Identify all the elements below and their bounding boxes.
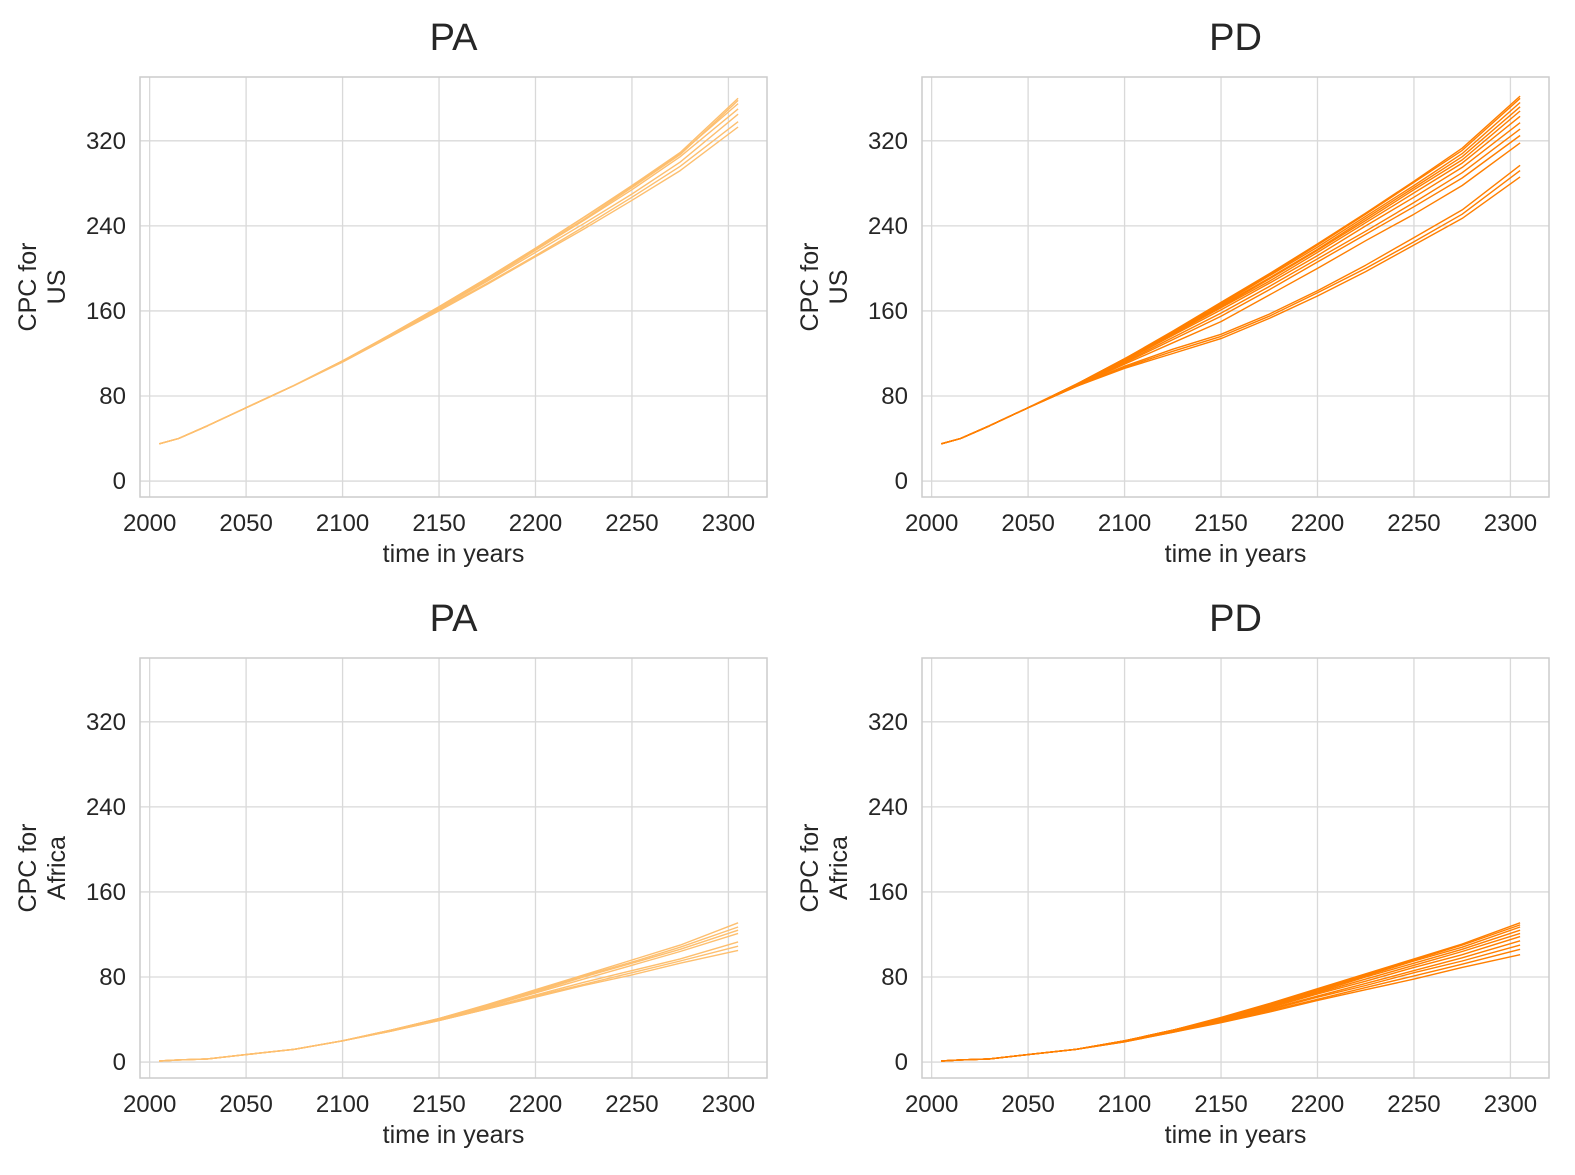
y-axis-label: CPC forAfrica: [14, 824, 71, 913]
series-line-7: [159, 949, 739, 1062]
plot-frame: [139, 76, 768, 498]
x-axis-label: time in years: [1165, 540, 1307, 568]
y-tick-label: 240: [868, 213, 908, 240]
y-tick-label: 240: [868, 794, 908, 821]
y-axis-label-line: Africa: [43, 836, 71, 900]
chart-panel-3: 2000 2050 2100 2150 2200 2250 2300 0 80 160 240 320…: [14, 598, 768, 1149]
y-axis-label-line: CPC for: [14, 824, 42, 913]
x-tick-label: 2250: [1387, 510, 1440, 537]
y-tick-label: 80: [99, 383, 126, 410]
x-tick-label: 2000: [123, 510, 176, 537]
y-axis-label: CPC forAfrica: [796, 824, 853, 913]
x-tick-label: 2300: [1484, 510, 1537, 537]
x-tick-label: 2150: [412, 510, 465, 537]
x-axis-label: time in years: [383, 1121, 525, 1149]
panel-title: PA: [430, 598, 479, 640]
chart-panel-4: 2000 2050 2100 2150 2200 2250 2300 0 80 160 240 320…: [796, 598, 1550, 1149]
x-tick-label: 2150: [1194, 1091, 1247, 1118]
y-tick-label: 0: [113, 1049, 126, 1076]
y-tick-label: 0: [895, 1049, 908, 1076]
x-tick-label: 2300: [702, 510, 755, 537]
y-tick-label: 320: [868, 709, 908, 736]
plot-frame: [921, 657, 1550, 1079]
x-tick-label: 2050: [1001, 1091, 1054, 1118]
panel-title: PA: [430, 17, 479, 59]
y-tick-label: 0: [895, 468, 908, 495]
y-tick-label: 320: [86, 128, 126, 155]
chart-panel-2: 2000 2050 2100 2150 2200 2250 2300 0 80 160 240 320…: [796, 17, 1550, 568]
panel-title: PD: [1209, 17, 1262, 59]
y-axis-label: CPC forUS: [14, 243, 71, 332]
x-tick-label: 2200: [1291, 1091, 1344, 1118]
y-tick-label: 160: [868, 298, 908, 325]
x-tick-label: 2100: [316, 1091, 369, 1118]
y-tick-label: 160: [86, 879, 126, 906]
y-tick-label: 160: [868, 879, 908, 906]
x-tick-label: 2100: [1098, 1091, 1151, 1118]
y-axis-label-line: CPC for: [14, 243, 42, 332]
series-line-10: [941, 954, 1521, 1062]
x-tick-label: 2250: [1387, 1091, 1440, 1118]
x-tick-label: 2250: [605, 1091, 658, 1118]
x-tick-label: 2050: [1001, 510, 1054, 537]
panel-title: PD: [1209, 598, 1262, 640]
x-tick-label: 2300: [1484, 1091, 1537, 1118]
plot-frame: [921, 76, 1550, 498]
y-tick-label: 0: [113, 468, 126, 495]
y-tick-label: 80: [881, 383, 908, 410]
series-line-7: [159, 99, 739, 445]
y-axis-label-line: Africa: [825, 836, 853, 900]
series-line-13: [941, 95, 1521, 445]
y-tick-label: 320: [868, 128, 908, 155]
x-tick-label: 2250: [605, 510, 658, 537]
y-axis-label-line: US: [43, 270, 71, 305]
x-axis-label: time in years: [1165, 1121, 1307, 1149]
y-tick-label: 240: [86, 213, 126, 240]
x-tick-label: 2200: [1291, 510, 1344, 537]
plot-frame: [139, 657, 768, 1079]
y-axis-label-line: US: [825, 270, 853, 305]
x-tick-label: 2000: [905, 1091, 958, 1118]
x-tick-label: 2300: [702, 1091, 755, 1118]
y-tick-label: 160: [86, 298, 126, 325]
x-tick-label: 2100: [316, 510, 369, 537]
x-tick-label: 2200: [509, 1091, 562, 1118]
x-tick-label: 2000: [123, 1091, 176, 1118]
y-axis-label: CPC forUS: [796, 243, 853, 332]
y-tick-label: 80: [99, 964, 126, 991]
y-axis-label-line: CPC for: [796, 243, 824, 332]
x-tick-label: 2050: [219, 510, 272, 537]
chart-panel-1: 2000 2050 2100 2150 2200 2250 2300 0 80 160 240 320…: [14, 17, 768, 568]
x-tick-label: 2100: [1098, 510, 1151, 537]
x-tick-label: 2050: [219, 1091, 272, 1118]
y-tick-label: 80: [881, 964, 908, 991]
y-axis-label-line: CPC for: [796, 824, 824, 913]
y-tick-label: 240: [86, 794, 126, 821]
x-tick-label: 2000: [905, 510, 958, 537]
x-tick-label: 2150: [412, 1091, 465, 1118]
x-tick-label: 2150: [1194, 510, 1247, 537]
x-axis-label: time in years: [383, 540, 525, 568]
x-tick-label: 2200: [509, 510, 562, 537]
y-tick-label: 320: [86, 709, 126, 736]
